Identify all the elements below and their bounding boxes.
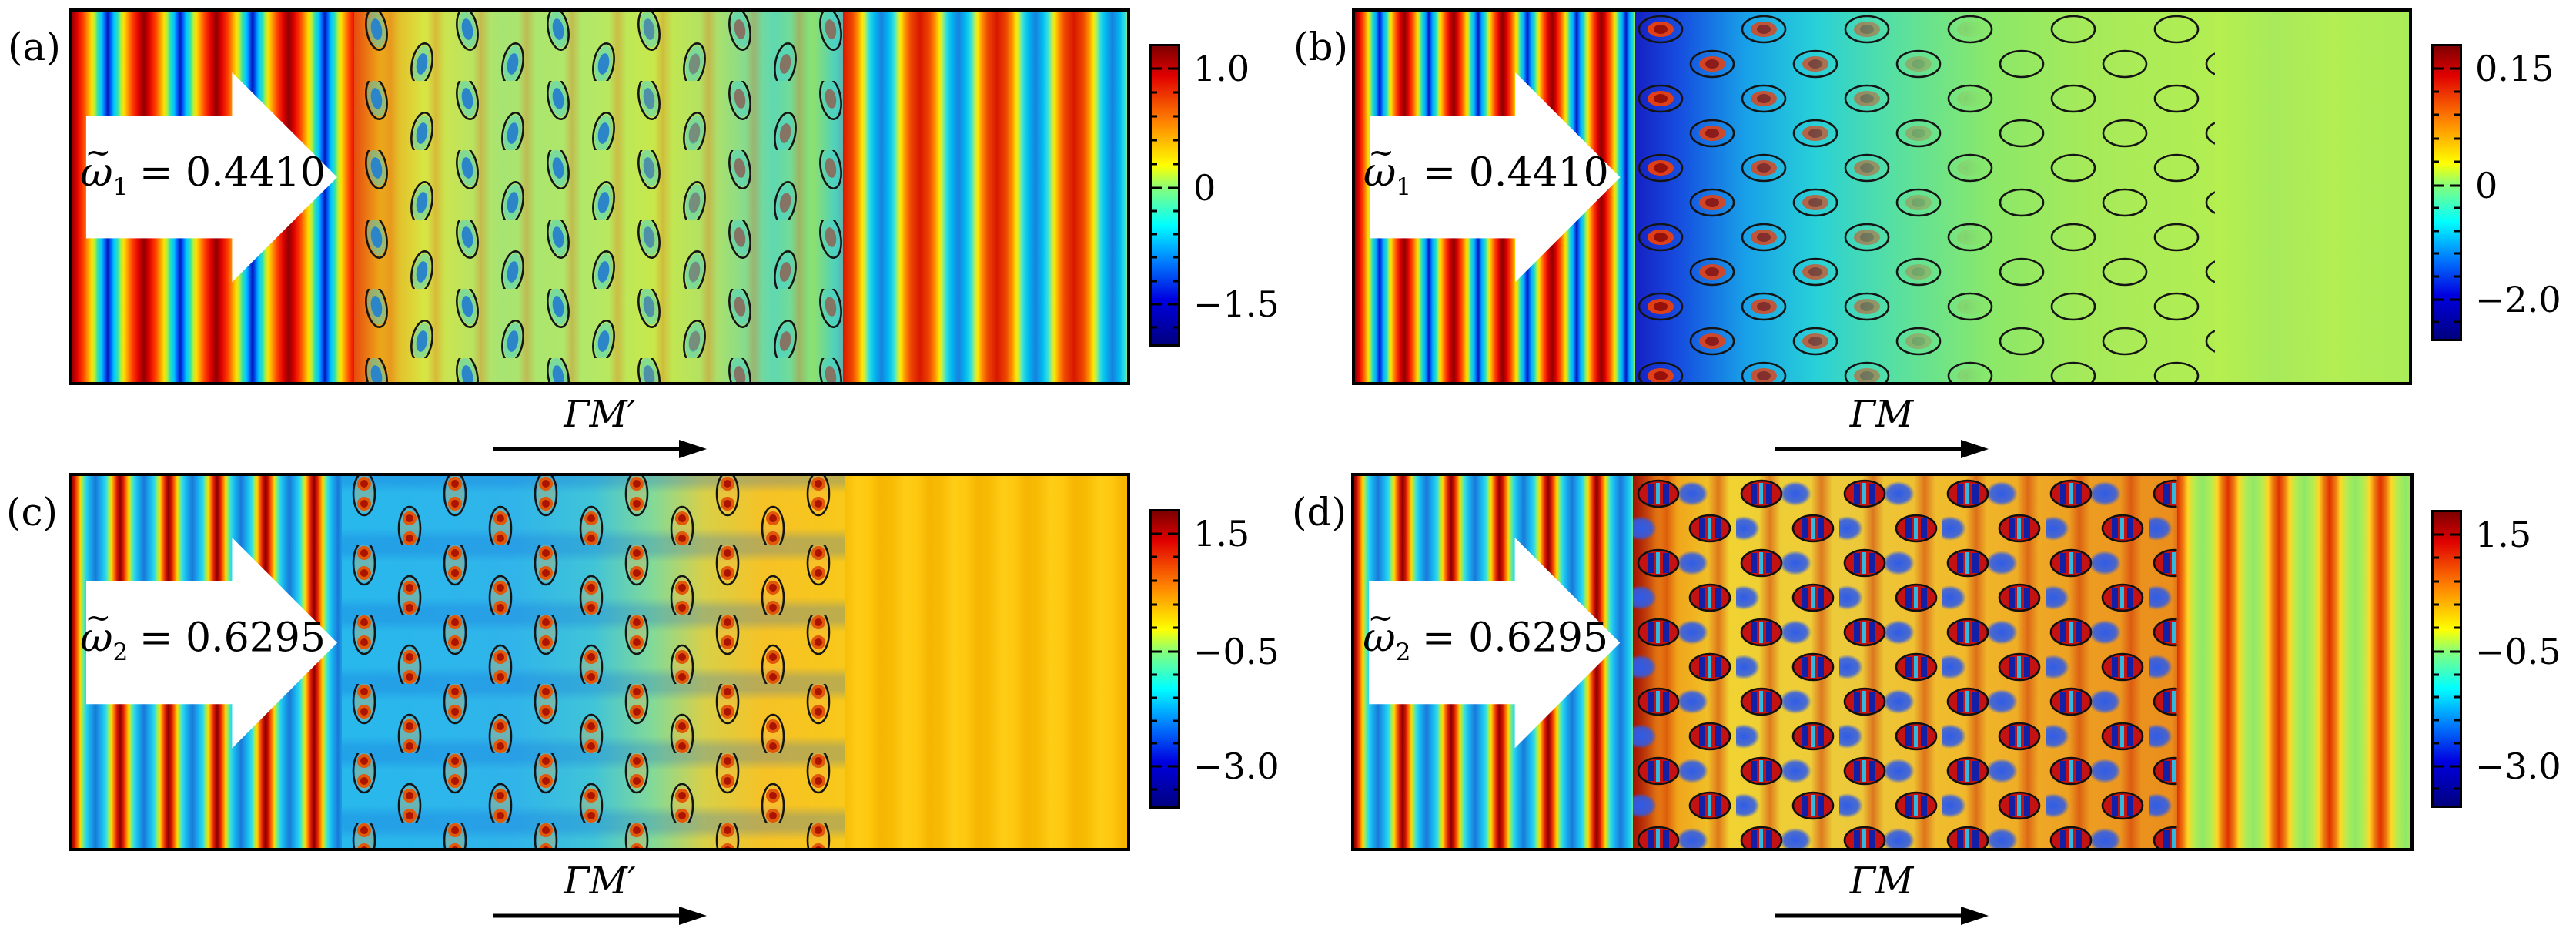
phononic-crystal-region — [354, 12, 844, 382]
right-arrow-icon — [1369, 537, 1621, 749]
frequency-label: ~ ω1 = 0.4410 — [1363, 133, 1609, 201]
colorbar-tick-label: −2.0 — [2475, 278, 2561, 320]
direction-text: ΓM′ — [564, 393, 636, 436]
direction-text: ΓM — [1849, 393, 1914, 436]
colorbar-d: 1.5 −0.5 −3.0 — [2431, 510, 2561, 808]
crystal-lattice-a-icon — [354, 12, 844, 382]
colorbar-tick-label: 1.0 — [1193, 48, 1250, 90]
frequency-label: ~ ω2 = 0.6295 — [80, 598, 326, 666]
excitation-arrow: ~ ω2 = 0.6295 — [80, 537, 340, 749]
frequency-label: ~ ω1 = 0.4410 — [80, 133, 326, 201]
colorbar-tick-label: 0 — [1193, 166, 1216, 209]
transmitted-wave-field — [2176, 476, 2410, 848]
crystal-lattice-b-icon — [1635, 12, 2216, 382]
colorbar-tick-label: −3.0 — [1193, 746, 1280, 788]
colorbar-d-ticks — [2434, 512, 2460, 806]
panel-c: ~ ω2 = 0.6295 — [69, 473, 1130, 851]
colorbar-tick-label: −1.5 — [1193, 283, 1280, 325]
direction-label-c: ΓM′ — [493, 860, 707, 925]
direction-label-b: ΓM — [1775, 393, 1989, 459]
right-arrow-icon — [86, 72, 338, 283]
colorbar-c: 1.5 −0.5 −3.0 — [1149, 509, 1280, 809]
frequency-label: ~ ω2 = 0.6295 — [1363, 598, 1609, 666]
right-arrow-icon — [1370, 72, 1621, 283]
colorbar-tick-label: 0.15 — [2475, 47, 2554, 89]
panel-c-tag: (c) — [6, 490, 59, 535]
colorbar-b-ticks — [2434, 46, 2460, 339]
excitation-arrow: ~ ω2 = 0.6295 — [1363, 537, 1622, 749]
direction-text: ΓM′ — [564, 860, 636, 903]
phononic-crystal-region — [1635, 12, 2216, 382]
transmitted-wave-field — [844, 476, 1127, 848]
colorbar-a: 1.0 0 −1.5 — [1149, 44, 1280, 347]
direction-arrow-icon — [493, 440, 707, 458]
direction-label-a: ΓM′ — [493, 393, 707, 459]
direction-arrow-icon — [1775, 440, 1989, 458]
excitation-arrow: ~ ω1 = 0.4410 — [80, 72, 340, 283]
crystal-lattice-c-icon — [341, 476, 845, 848]
panel-b-tag: (b) — [1293, 25, 1349, 69]
colorbar-tick-label: −0.5 — [2475, 630, 2561, 672]
direction-arrow-icon — [493, 907, 707, 925]
panel-b: ~ ω1 = 0.4410 — [1352, 8, 2412, 385]
colorbar-c-ticks — [1152, 511, 1178, 806]
colorbar-tick-label: −0.5 — [1193, 630, 1280, 672]
panel-d: ~ ω2 = 0.6295 — [1351, 473, 2414, 851]
phononic-crystal-region — [341, 476, 845, 848]
colorbar-b: 0.15 0 −2.0 — [2431, 44, 2561, 341]
excitation-arrow: ~ ω1 = 0.4410 — [1363, 72, 1623, 283]
colorbar-tick-label: 0 — [2475, 164, 2498, 206]
direction-arrow-icon — [1775, 907, 1989, 925]
direction-text: ΓM — [1849, 860, 1914, 903]
panel-a: ~ ω1 = 0.4410 — [69, 8, 1130, 385]
colorbar-tick-label: 1.5 — [1193, 512, 1250, 555]
colorbar-tick-label: 1.5 — [2475, 513, 2532, 555]
evanescent-field — [2215, 12, 2409, 382]
direction-label-d: ΓM — [1775, 860, 1989, 925]
crystal-lattice-d-icon — [1633, 476, 2177, 848]
panel-a-tag: (a) — [8, 25, 61, 69]
phononic-crystal-region — [1633, 476, 2177, 848]
transmitted-wave-field — [843, 12, 1127, 382]
colorbar-a-ticks — [1152, 46, 1178, 344]
panel-d-tag: (d) — [1292, 490, 1347, 535]
right-arrow-icon — [86, 537, 338, 749]
colorbar-tick-label: −3.0 — [2475, 745, 2561, 787]
